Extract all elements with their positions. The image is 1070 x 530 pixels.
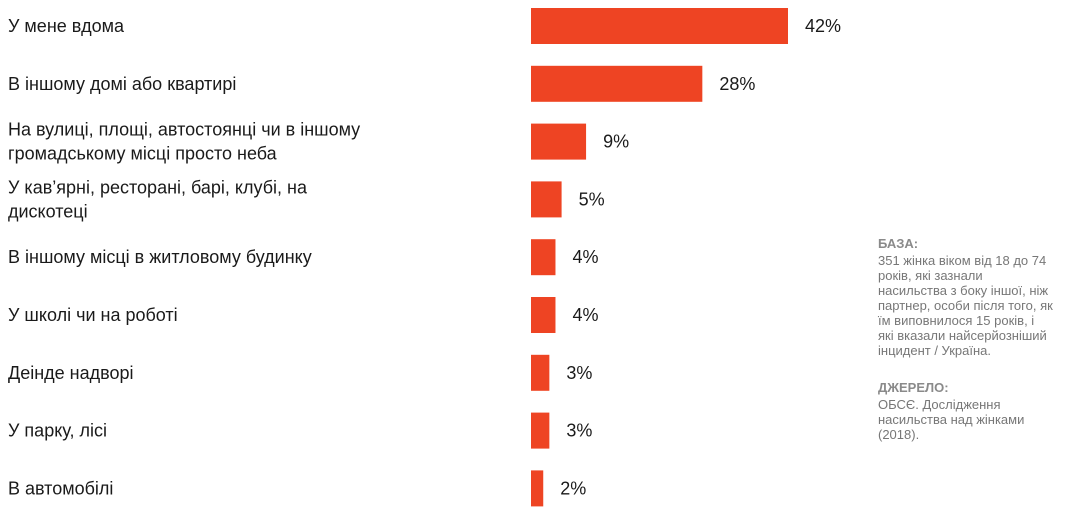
- value-label: 9%: [603, 132, 629, 152]
- bar: [531, 297, 556, 333]
- value-label: 28%: [719, 74, 755, 94]
- category-label: У парку, лісі: [8, 421, 107, 441]
- bar: [531, 8, 788, 44]
- bar: [531, 239, 556, 276]
- bar: [531, 354, 550, 391]
- value-label: 42%: [805, 16, 841, 36]
- value-label: 4%: [572, 247, 598, 267]
- category-label: В іншому домі або квартирі: [8, 74, 236, 94]
- source-heading: ДЖЕРЕЛО:: [878, 380, 949, 395]
- category-label: Деінде надворі: [8, 363, 134, 383]
- bar: [531, 123, 587, 160]
- source-text: ОБСЄ. Дослідження насильства над жінками…: [878, 397, 1025, 442]
- bar: [531, 470, 544, 507]
- bar: [531, 412, 550, 449]
- category-label: На вулиці, площі, автостоянці чи в іншом…: [8, 120, 360, 164]
- bar: [531, 65, 703, 102]
- value-label: 3%: [566, 363, 592, 383]
- category-label: У кав’ярні, ресторані, барі, клубі, на ди…: [8, 177, 308, 221]
- value-label: 4%: [572, 305, 598, 325]
- bar: [531, 181, 562, 218]
- chart-notes: БАЗА: 351 жінка віком від 18 до 74 років…: [878, 236, 1053, 464]
- category-label: У школі чи на роботі: [8, 305, 178, 325]
- category-label: В автомобілі: [8, 478, 113, 498]
- base-heading: БАЗА:: [878, 236, 919, 251]
- value-label: 5%: [579, 189, 605, 209]
- value-label: 2%: [560, 478, 586, 498]
- category-label: В іншому місці в житловому будинку: [8, 247, 312, 267]
- category-label: У мене вдома: [8, 16, 125, 36]
- base-text: 351 жінка віком від 18 до 74 років, які …: [878, 253, 1053, 358]
- value-label: 3%: [566, 421, 592, 441]
